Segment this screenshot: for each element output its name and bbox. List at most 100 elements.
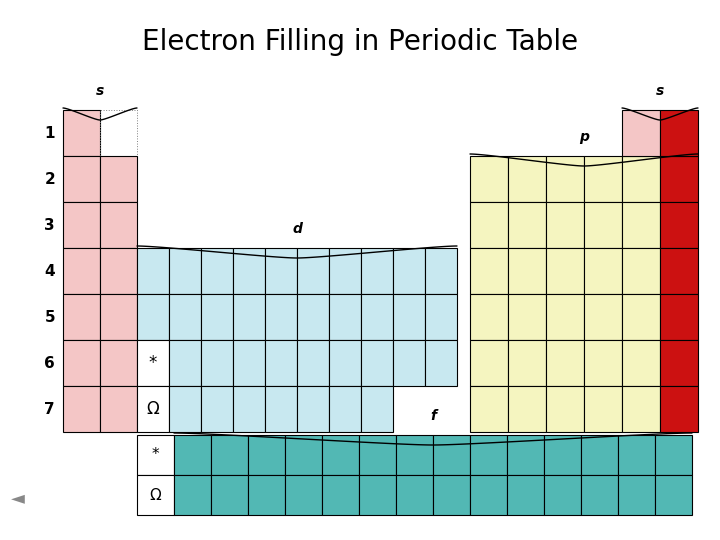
Bar [361, 386, 393, 432]
Text: Ω: Ω [147, 400, 159, 418]
Bar [546, 156, 584, 202]
Bar [581, 435, 618, 475]
Bar [581, 475, 618, 515]
Bar [329, 294, 361, 340]
Bar [169, 248, 201, 294]
Bar [546, 248, 584, 294]
Bar [508, 294, 546, 340]
Bar [546, 202, 584, 248]
Bar [100, 294, 137, 340]
Bar [329, 248, 361, 294]
Bar [265, 340, 297, 386]
Text: 1: 1 [45, 125, 55, 140]
Bar [233, 340, 265, 386]
Bar [470, 435, 507, 475]
Bar [137, 386, 169, 432]
Bar [265, 248, 297, 294]
Bar [544, 435, 581, 475]
Bar [63, 340, 100, 386]
Bar [297, 248, 329, 294]
Bar [361, 294, 393, 340]
Text: 3: 3 [45, 218, 55, 233]
Bar [100, 156, 137, 202]
Bar [470, 156, 508, 202]
Bar [508, 248, 546, 294]
Text: *: * [149, 354, 157, 372]
Text: 6: 6 [44, 355, 55, 370]
Bar [201, 248, 233, 294]
Bar [396, 435, 433, 475]
Bar [618, 435, 655, 475]
Bar [361, 340, 393, 386]
Bar [329, 340, 361, 386]
Bar [425, 294, 457, 340]
Bar [660, 248, 698, 294]
Bar [660, 202, 698, 248]
Bar [174, 435, 211, 475]
Bar [248, 475, 285, 515]
Bar [508, 386, 546, 432]
Bar [425, 248, 457, 294]
Bar [622, 156, 660, 202]
Bar [137, 294, 169, 340]
Bar [470, 386, 508, 432]
Text: 2: 2 [44, 172, 55, 186]
Text: ◄: ◄ [11, 489, 25, 507]
Bar [137, 248, 169, 294]
Bar [265, 386, 297, 432]
Bar [233, 386, 265, 432]
Bar [546, 294, 584, 340]
Bar [508, 156, 546, 202]
Text: 4: 4 [45, 264, 55, 279]
Bar [265, 294, 297, 340]
Bar [169, 340, 201, 386]
Bar [544, 475, 581, 515]
Bar [137, 475, 174, 515]
Bar [584, 156, 622, 202]
Bar [584, 386, 622, 432]
Bar [584, 248, 622, 294]
Bar [393, 248, 425, 294]
Text: s: s [656, 84, 664, 98]
Bar [137, 435, 174, 475]
Bar [470, 202, 508, 248]
Text: Ω: Ω [150, 488, 161, 503]
Bar [63, 156, 100, 202]
Bar [297, 340, 329, 386]
Bar [63, 386, 100, 432]
Bar [584, 202, 622, 248]
Bar [396, 475, 433, 515]
Bar [508, 202, 546, 248]
Text: d: d [292, 222, 302, 236]
Bar [233, 248, 265, 294]
Bar [285, 435, 322, 475]
Bar [660, 340, 698, 386]
Text: 7: 7 [45, 402, 55, 416]
Bar [507, 475, 544, 515]
Bar [584, 340, 622, 386]
Bar [618, 475, 655, 515]
Bar [63, 110, 100, 156]
Text: f: f [430, 409, 436, 423]
Bar [622, 294, 660, 340]
Bar [660, 386, 698, 432]
Bar [100, 248, 137, 294]
Bar [470, 294, 508, 340]
Bar [359, 475, 396, 515]
Bar [622, 248, 660, 294]
Bar [660, 110, 698, 156]
Bar [507, 435, 544, 475]
Bar [100, 110, 137, 156]
Bar [100, 386, 137, 432]
Bar [322, 435, 359, 475]
Bar [201, 294, 233, 340]
Bar [211, 435, 248, 475]
Bar [322, 475, 359, 515]
Bar [359, 435, 396, 475]
Bar [201, 340, 233, 386]
Bar [470, 475, 507, 515]
Bar [211, 475, 248, 515]
Bar [660, 294, 698, 340]
Bar [169, 386, 201, 432]
Bar [655, 435, 692, 475]
